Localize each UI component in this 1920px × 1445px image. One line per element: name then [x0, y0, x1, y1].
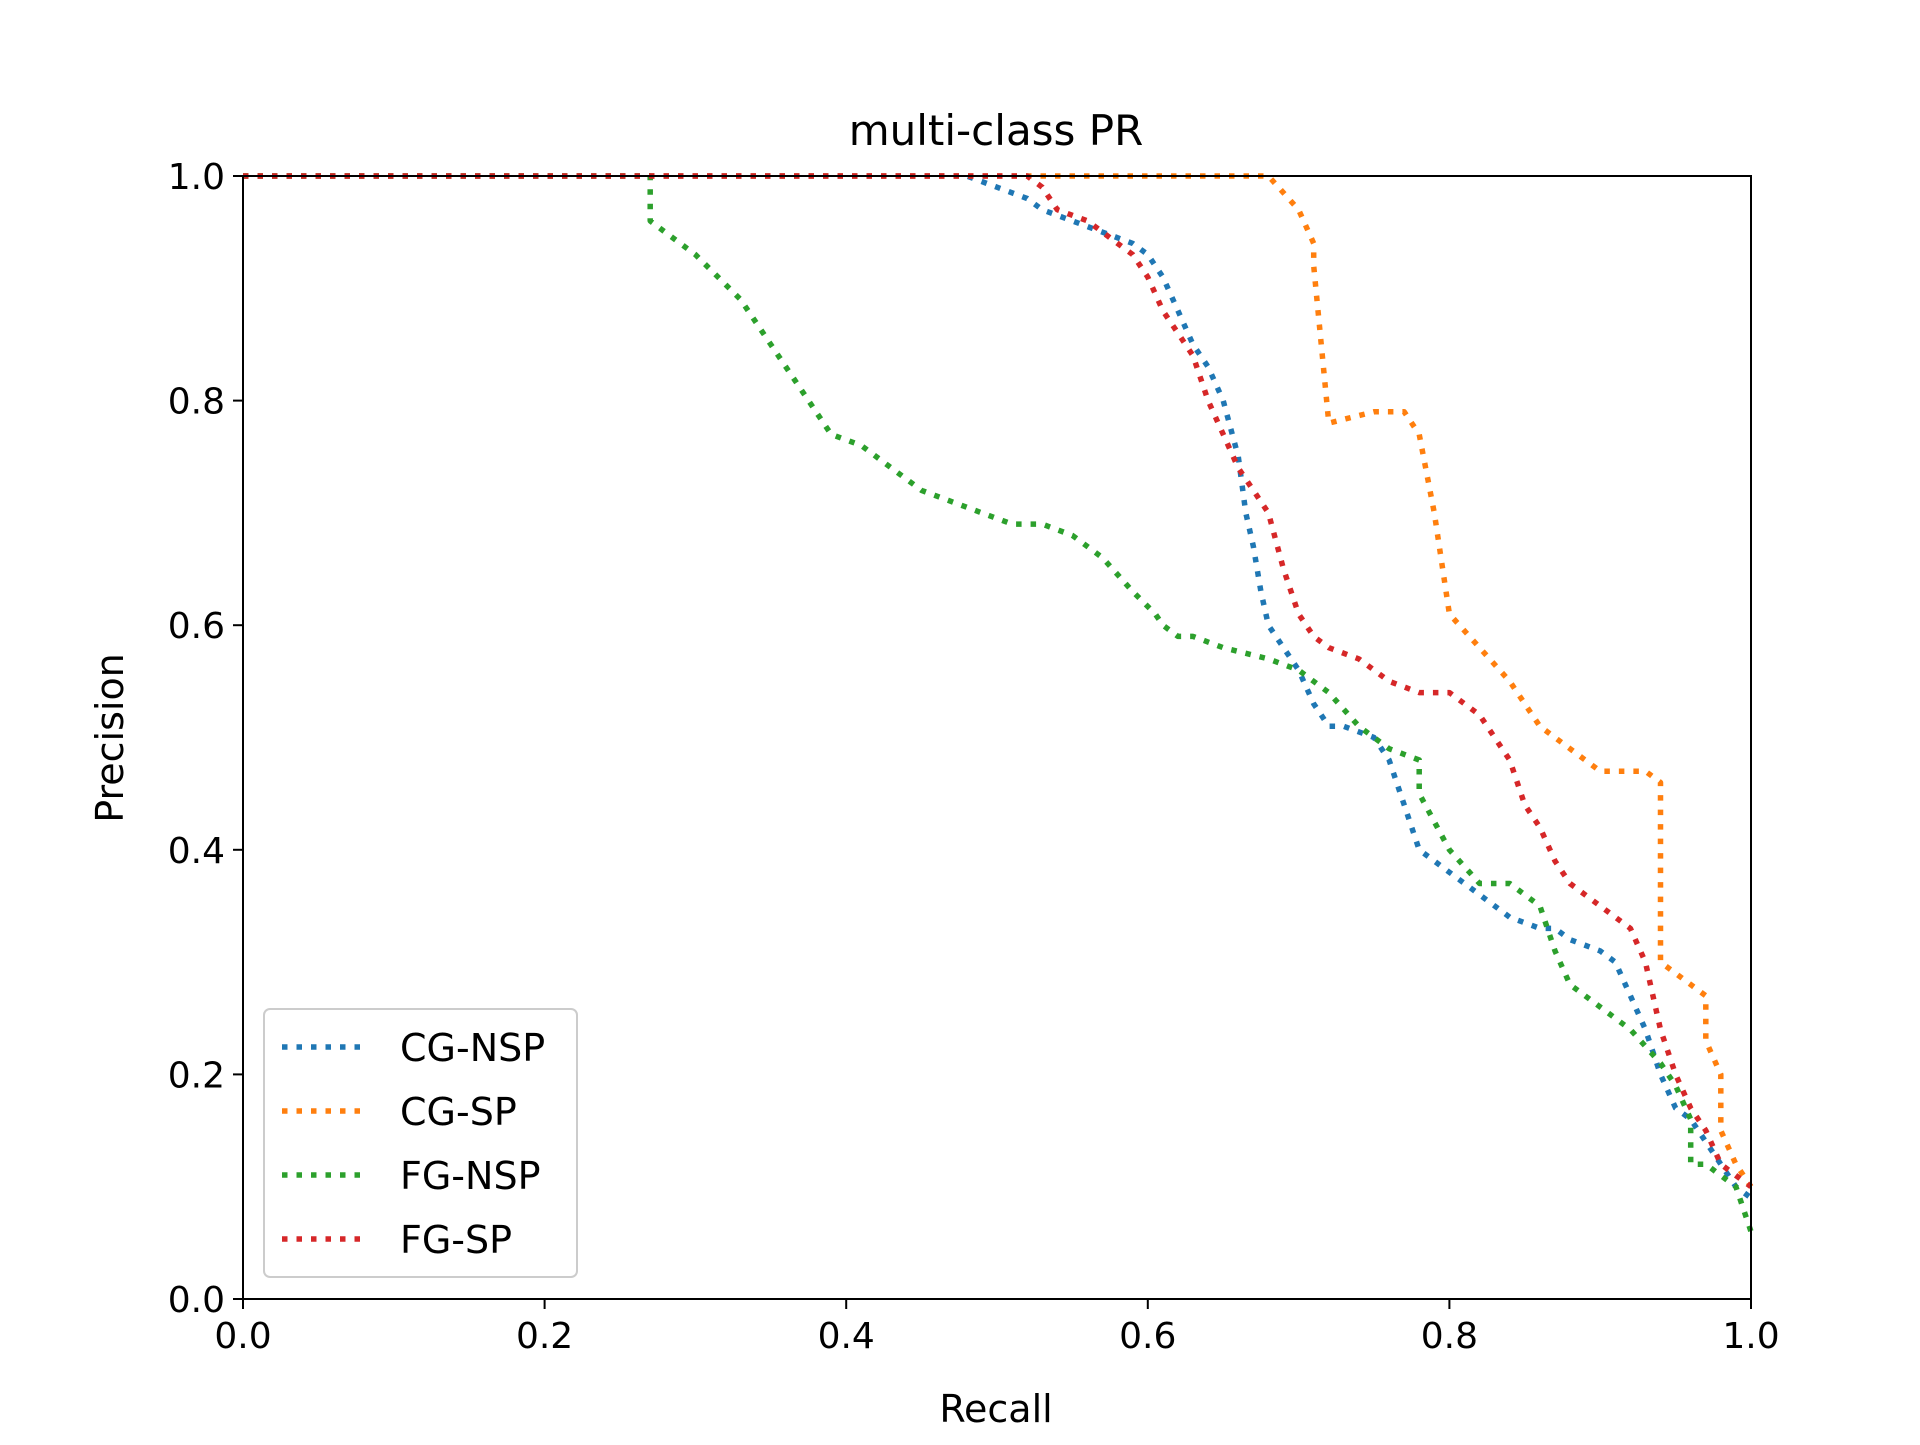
legend-label-fg-nsp: FG-NSP — [400, 1154, 540, 1198]
legend-label-fg-sp: FG-SP — [400, 1218, 512, 1262]
y-tick-label: 0.2 — [168, 1055, 225, 1096]
y-tick-label: 0.0 — [168, 1280, 225, 1321]
x-tick-label: 0.4 — [818, 1316, 875, 1357]
x-tick-label: 1.0 — [1722, 1316, 1779, 1357]
y-axis-ticks: 0.0 0.2 0.4 0.6 0.8 1.0 — [168, 157, 243, 1321]
series-line-fg-nsp — [243, 173, 1754, 1233]
series-line-fg-sp — [243, 173, 1753, 1189]
x-tick-label: 0.8 — [1421, 1316, 1478, 1357]
legend-label-cg-nsp: CG-NSP — [400, 1026, 545, 1070]
x-tick-label: 0.2 — [516, 1316, 573, 1357]
series-layer — [243, 173, 1754, 1233]
plot-frame — [242, 175, 1752, 1300]
y-tick-label: 1.0 — [168, 157, 225, 198]
y-tick-label: 0.8 — [168, 382, 225, 423]
legend-box — [263, 1008, 578, 1278]
x-axis-ticks: 0.0 0.2 0.4 0.6 0.8 1.0 — [214, 1299, 1780, 1357]
chart-title: multi-class PR — [849, 106, 1144, 155]
y-tick-label: 0.4 — [168, 831, 225, 872]
series-line-cg-nsp — [243, 173, 1753, 1201]
x-tick-label: 0.6 — [1119, 1316, 1176, 1357]
y-axis-label: Precision — [88, 653, 132, 823]
legend-items: CG-NSP CG-SP FG-NSP FG-SP — [282, 1026, 545, 1262]
y-tick-label: 0.6 — [168, 606, 225, 647]
legend-label-cg-sp: CG-SP — [400, 1090, 517, 1134]
x-axis-label: Recall — [939, 1387, 1052, 1431]
legend: CG-NSP CG-SP FG-NSP FG-SP — [263, 1008, 578, 1278]
x-tick-label: 0.0 — [214, 1316, 271, 1357]
